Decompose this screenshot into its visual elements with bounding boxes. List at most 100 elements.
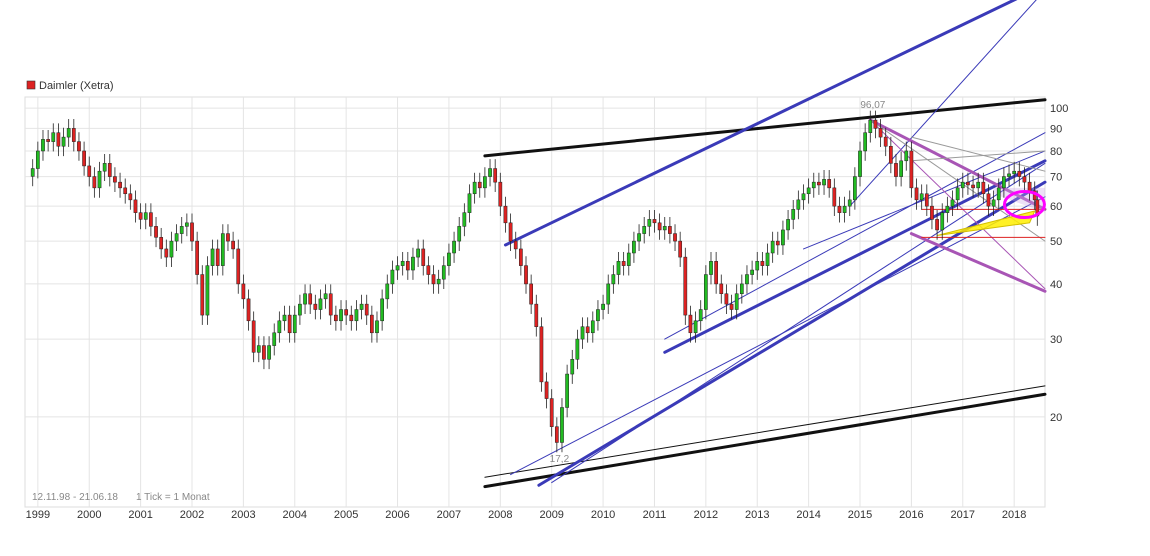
candle <box>41 139 45 152</box>
candle <box>462 212 467 227</box>
candle <box>400 261 405 266</box>
candle <box>303 293 307 305</box>
candle <box>878 128 883 138</box>
legend-swatch <box>26 80 36 90</box>
candle <box>919 193 924 201</box>
candles <box>30 110 1040 453</box>
tick-info: 1 Tick = 1 Monat <box>136 492 210 503</box>
highlight-circle <box>1002 190 1046 220</box>
candle <box>853 176 857 201</box>
x-tick-label: 2001 <box>128 509 152 521</box>
candle <box>318 298 323 310</box>
candle <box>955 187 960 201</box>
y-tick-label: 70 <box>1050 172 1062 184</box>
candle <box>765 252 770 266</box>
candle <box>966 181 970 186</box>
candle <box>534 303 539 327</box>
candle <box>924 193 929 207</box>
candle <box>123 187 128 195</box>
candle <box>133 199 138 213</box>
x-tick-label: 2004 <box>283 509 307 521</box>
candle <box>986 193 991 207</box>
trend-line <box>909 232 1047 293</box>
x-tick-label: 2012 <box>694 509 718 521</box>
candle <box>596 309 600 322</box>
candle <box>138 212 143 220</box>
candle <box>842 205 847 213</box>
candle <box>575 338 580 360</box>
candle <box>611 274 616 285</box>
candle <box>298 303 302 316</box>
candle <box>724 293 729 305</box>
candle <box>693 320 698 334</box>
candle <box>102 163 107 172</box>
candle <box>529 283 534 305</box>
candle <box>236 248 241 285</box>
x-tick-label: 2015 <box>848 509 872 521</box>
candle <box>585 326 590 334</box>
y-tick-label: 40 <box>1050 279 1062 291</box>
candle <box>688 314 693 334</box>
candle <box>549 398 554 427</box>
candle <box>1027 181 1032 192</box>
candle <box>441 265 446 280</box>
candle <box>390 269 395 285</box>
candle <box>940 212 945 231</box>
candle <box>251 320 256 353</box>
candle <box>241 283 246 300</box>
candle <box>565 373 569 408</box>
x-tick-label: 2013 <box>745 509 769 521</box>
x-tick-label: 2010 <box>591 509 615 521</box>
candle <box>739 283 744 295</box>
trend-line <box>483 392 1047 489</box>
candle <box>734 293 739 310</box>
candle <box>46 139 50 142</box>
candle <box>991 199 996 207</box>
x-tick-label: 2011 <box>643 509 667 521</box>
candle <box>262 345 266 360</box>
candle <box>113 176 117 183</box>
candle <box>431 274 436 285</box>
candle <box>416 248 420 258</box>
candle <box>395 265 400 271</box>
x-tick-label: 2005 <box>334 509 358 521</box>
candle <box>128 193 133 201</box>
candle <box>405 261 410 271</box>
candle <box>472 181 477 195</box>
candle <box>107 163 112 177</box>
candle <box>467 193 472 213</box>
candle <box>652 219 657 224</box>
candle <box>51 132 56 142</box>
candle <box>817 181 821 186</box>
candle <box>282 314 287 322</box>
candle <box>256 345 261 353</box>
candle <box>524 265 528 285</box>
annotations: 96,07 17,2 <box>550 100 1046 465</box>
candle <box>914 187 919 201</box>
candle <box>61 136 66 147</box>
candle <box>118 181 122 189</box>
candle <box>888 145 893 164</box>
y-tick-label: 60 <box>1050 201 1062 213</box>
trend-line <box>910 136 1046 172</box>
plot-frame <box>24 96 1046 508</box>
candle <box>560 407 564 443</box>
candle <box>205 265 210 316</box>
candle <box>960 181 965 189</box>
candle <box>195 240 199 275</box>
x-tick-label: 2007 <box>437 509 461 521</box>
x-tick-label: 2018 <box>1002 509 1026 521</box>
candle <box>601 303 605 310</box>
candle <box>71 128 76 142</box>
candle <box>801 193 806 201</box>
candle <box>750 269 754 275</box>
y-tick-label: 30 <box>1050 334 1062 346</box>
candle <box>981 181 986 195</box>
candle <box>971 184 975 189</box>
candle <box>770 240 775 254</box>
x-tick-label: 2003 <box>231 509 255 521</box>
candle <box>709 261 713 275</box>
candle <box>334 314 338 322</box>
candle <box>811 181 816 189</box>
trend-line <box>503 0 1018 247</box>
